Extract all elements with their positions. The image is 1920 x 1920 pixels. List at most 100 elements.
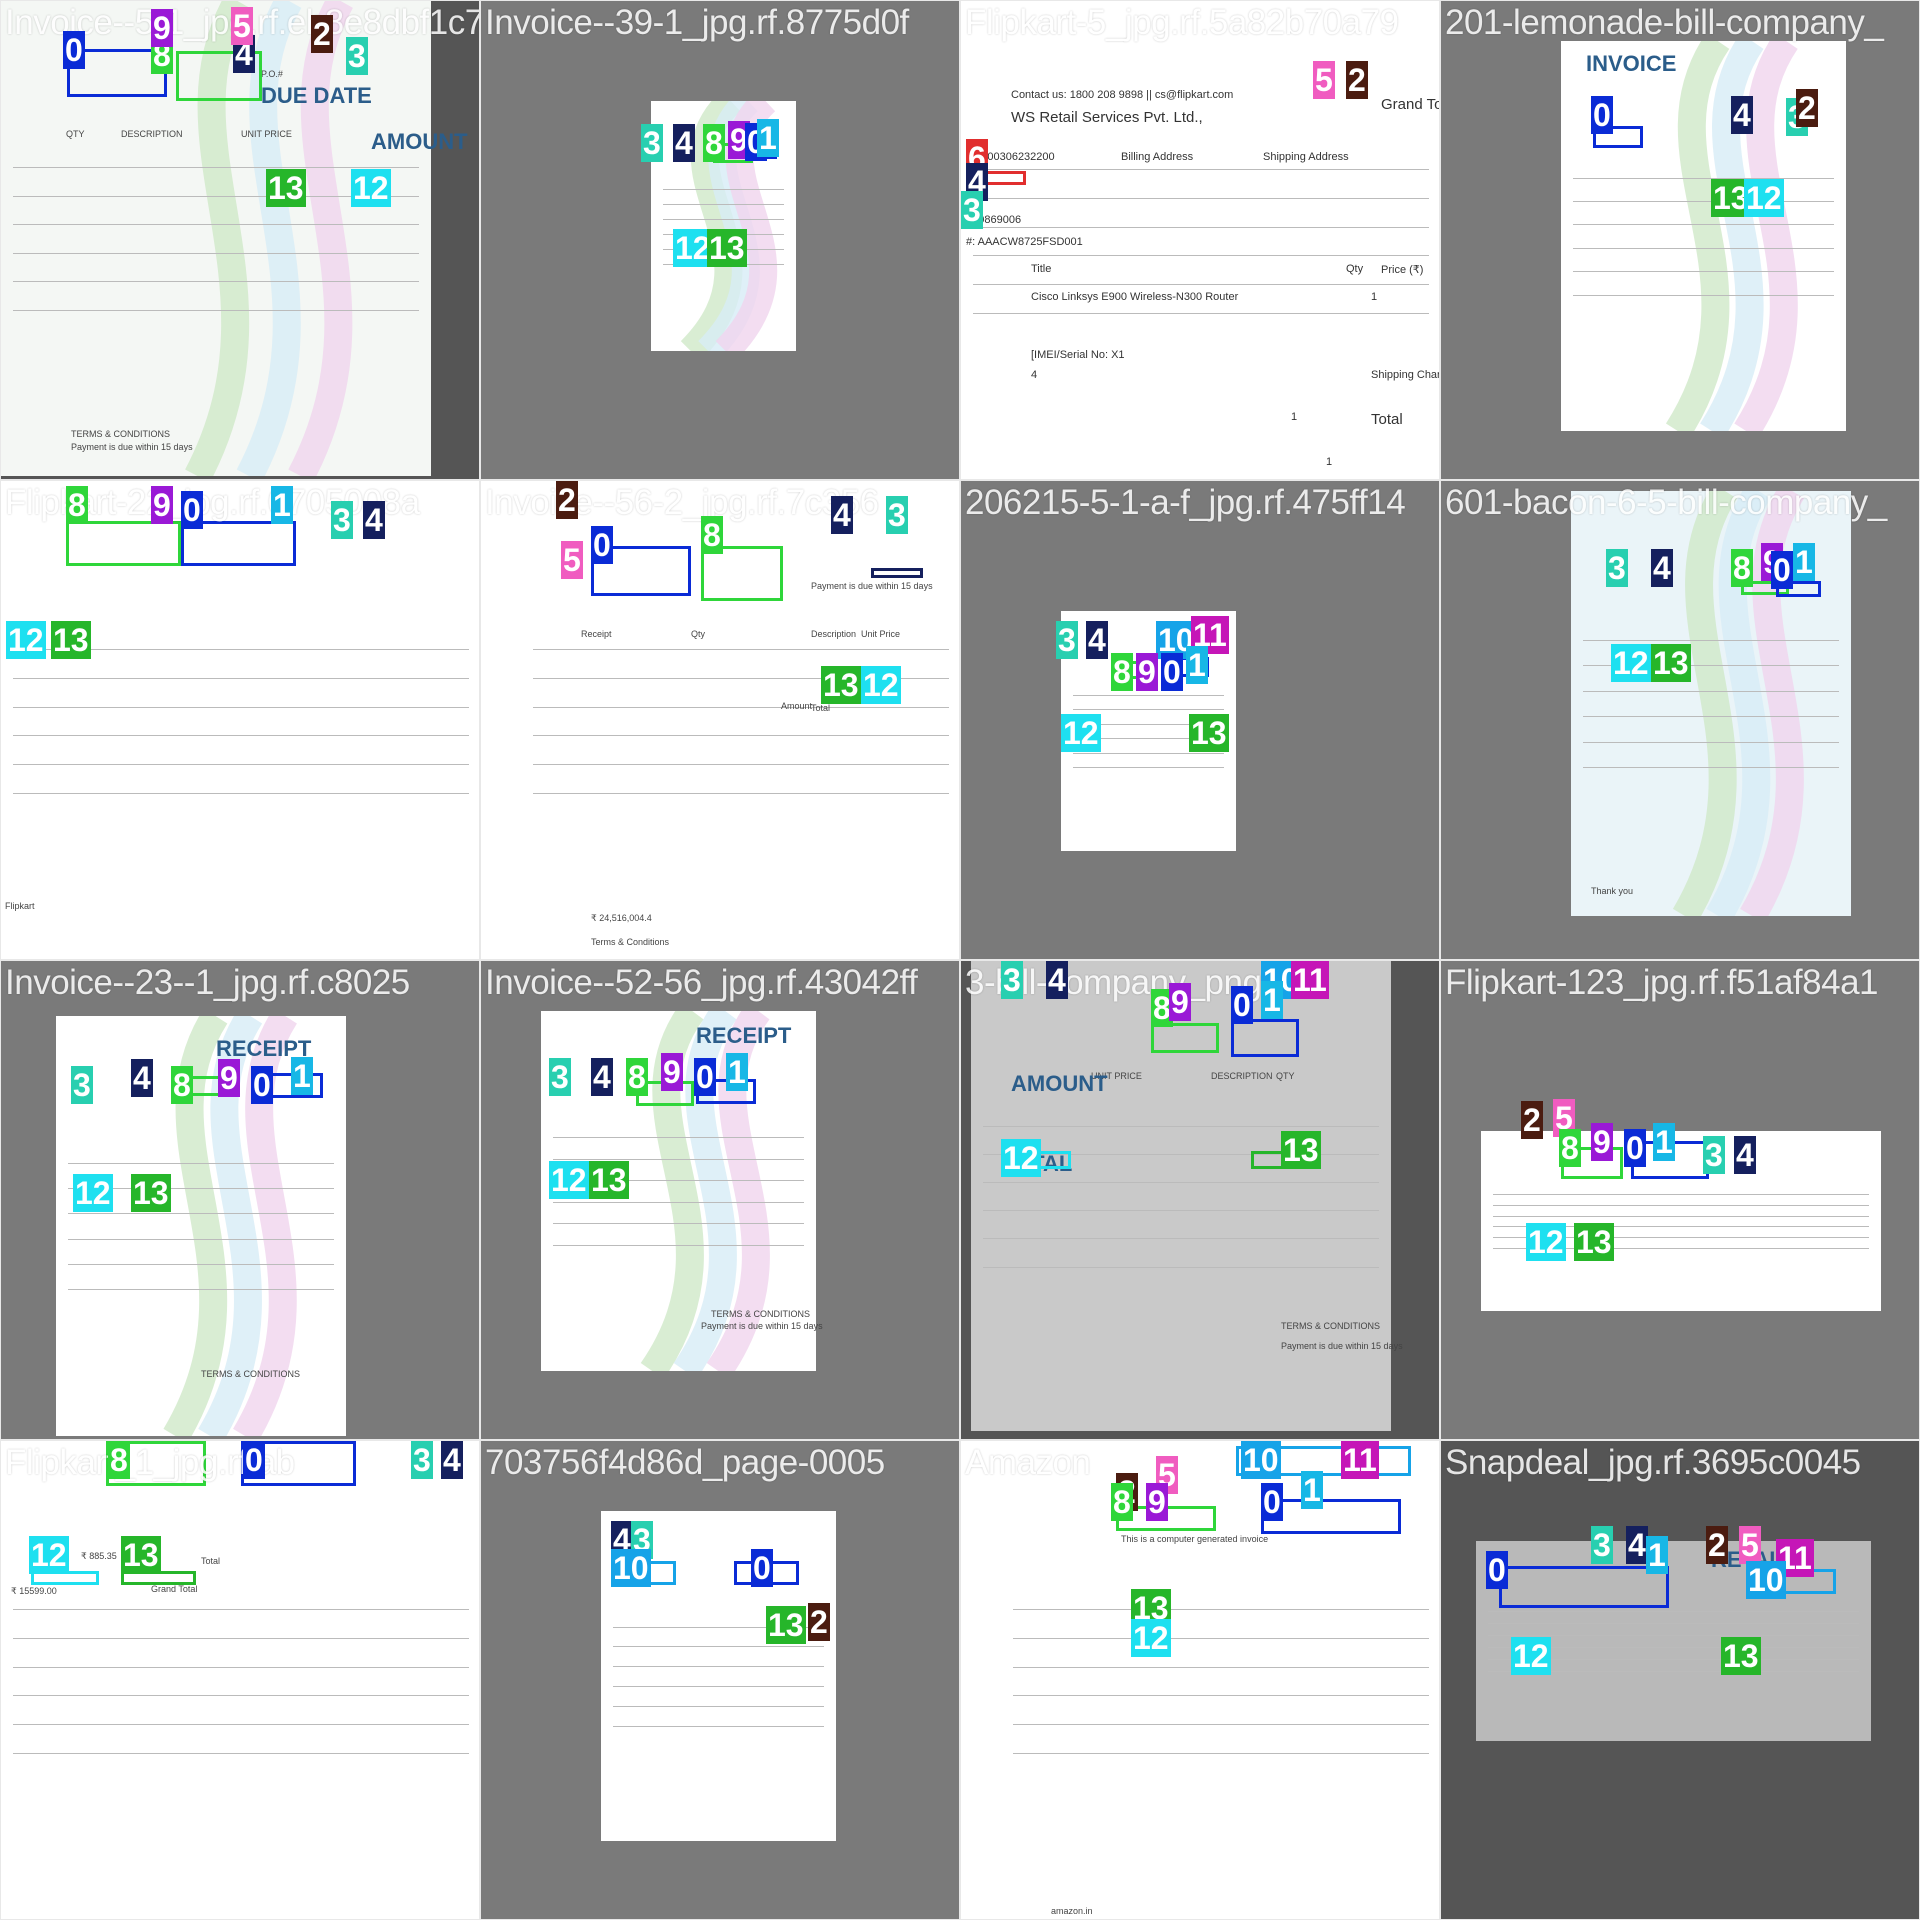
class-label-tag: 4 xyxy=(1731,96,1753,134)
class-label-tag: 13 xyxy=(1711,179,1751,217)
document-text: Thank you xyxy=(1591,886,1634,896)
document-text: AMOUNT xyxy=(1011,1071,1108,1096)
class-label-tag: 1 xyxy=(1301,1471,1323,1509)
class-label-tag: 12 xyxy=(1061,714,1101,752)
class-label-tag: 1 xyxy=(1186,646,1208,684)
document-text: QTY xyxy=(1276,1071,1295,1081)
document-text: DESCRIPTION xyxy=(121,129,183,139)
document-page xyxy=(1,481,479,959)
table-rule xyxy=(13,706,469,708)
document-text: Payment is due within 15 days xyxy=(1281,1341,1403,1351)
detection-box xyxy=(1231,1019,1299,1057)
class-label-tag: 8 xyxy=(1111,1483,1133,1521)
class-label-tag: 1 xyxy=(1646,1536,1668,1574)
table-rule xyxy=(1493,1194,1869,1195)
class-label-tag: 10 xyxy=(1156,621,1196,659)
table-rule xyxy=(13,677,469,679)
table-rule xyxy=(13,1753,469,1754)
document-text: Total xyxy=(201,1556,221,1566)
class-label-tag: 12 xyxy=(1131,1619,1171,1657)
document-text: UNIT PRICE xyxy=(1091,1071,1142,1081)
table-rule xyxy=(613,1626,824,1628)
document-text: #: AAACW8725FSD001 xyxy=(966,236,1083,248)
table-rule xyxy=(973,313,1429,314)
table-rule xyxy=(68,1188,334,1190)
document-page xyxy=(971,961,1391,1431)
table-rule xyxy=(1488,1659,1859,1660)
table-rule xyxy=(1073,695,1224,696)
class-label-tag: 12 xyxy=(549,1161,589,1199)
class-label-tag: 4 xyxy=(831,496,853,534)
table-rule xyxy=(613,1685,824,1687)
table-rule xyxy=(983,1238,1379,1240)
class-label-tag: 2 xyxy=(556,481,578,519)
table-rule xyxy=(1073,767,1224,768)
table-rule xyxy=(983,1181,1379,1183)
table-rule xyxy=(613,1725,824,1727)
class-label-tag: 2 xyxy=(311,15,333,53)
table-rule xyxy=(613,1646,824,1648)
class-label-tag: 12 xyxy=(861,666,901,704)
document-text: Title xyxy=(1031,263,1052,275)
class-label-tag: 0 xyxy=(181,491,203,529)
decorative-wave xyxy=(1665,41,1798,431)
table-rule xyxy=(1013,1637,1429,1639)
table-rule xyxy=(1073,752,1224,754)
image-tile: 703756f4d86d_page-0005 4 3 10 0 13 2 xyxy=(480,1440,960,1920)
document-text: Payment is due within 15 days xyxy=(701,1321,823,1331)
detection-box xyxy=(1776,581,1821,597)
tile-filename: Snapdeal_jpg.rf.3695c0045 xyxy=(1445,1443,1861,1482)
class-label-tag: 3 xyxy=(346,37,368,75)
tile-filename: Invoice--39-1_jpg.rf.8775d0f xyxy=(485,3,909,42)
document-text: Qty xyxy=(1346,263,1364,275)
tile-filename: 206215-5-1-a-f_jpg.rf.475ff14 xyxy=(965,483,1406,522)
table-rule xyxy=(13,793,469,794)
table-rule xyxy=(1488,1647,1859,1648)
table-rule xyxy=(553,1201,804,1203)
table-rule xyxy=(553,1137,804,1138)
document-text: Description xyxy=(811,629,857,639)
table-rule xyxy=(13,764,469,766)
document-text: 1 xyxy=(1371,291,1378,303)
detection-box xyxy=(106,1441,206,1486)
image-tile: Total Grand Total ₹ 15599.00 ₹ 885.35 Flipka… xyxy=(0,1440,480,1920)
class-label-tag: 4 xyxy=(441,1441,463,1479)
class-label-tag: 13 xyxy=(1651,644,1691,682)
detection-box xyxy=(591,546,691,596)
image-tile: RECEIPT TERMS & CONDITIONS Payment is due … xyxy=(480,960,960,1440)
class-label-tag: 3 xyxy=(1056,621,1078,659)
detection-box xyxy=(701,546,783,601)
document-text: Amount xyxy=(781,701,813,711)
tile-filename: Invoice--56-2_jpg.rf.7c356 xyxy=(485,483,879,522)
table-rule xyxy=(1013,1724,1429,1726)
class-label-tag: 12 xyxy=(351,169,391,207)
class-label-tag: 13 xyxy=(131,1174,171,1212)
document-text: DESCRIPTION xyxy=(1211,1071,1273,1081)
document-text: ₹ 885.35 xyxy=(81,1551,117,1561)
class-label-tag: 12 xyxy=(29,1536,69,1574)
document-text: Qty xyxy=(691,629,706,639)
class-label-tag: 3 xyxy=(1591,1526,1613,1564)
table-rule xyxy=(533,735,949,737)
class-label-tag: 1 xyxy=(726,1053,748,1091)
document-text: Shipping Charge xyxy=(1371,369,1439,381)
document-page xyxy=(1,1441,479,1919)
table-rule xyxy=(13,281,419,283)
document-page xyxy=(1001,1441,1439,1919)
detection-box xyxy=(1593,126,1643,148)
table-rule xyxy=(663,188,784,190)
class-label-tag: 12 xyxy=(1744,179,1784,217)
table-rule xyxy=(1013,1695,1429,1697)
document-text: Terms & Conditions xyxy=(591,937,670,947)
class-label-tag: 13 xyxy=(766,1606,806,1644)
table-rule xyxy=(973,226,1429,228)
table-rule xyxy=(68,1163,334,1164)
tile-filename: 703756f4d86d_page-0005 xyxy=(485,1443,885,1482)
image-tile: Thank you601-bacon-6-5-bill-company_3489… xyxy=(1440,480,1920,960)
document-text: UNIT PRICE xyxy=(241,129,292,139)
detection-box xyxy=(66,521,181,566)
class-label-tag: 5 xyxy=(231,7,253,45)
table-rule xyxy=(13,252,419,254)
table-rule xyxy=(13,224,419,226)
document-text: Payment is due within 15 days xyxy=(811,581,933,591)
